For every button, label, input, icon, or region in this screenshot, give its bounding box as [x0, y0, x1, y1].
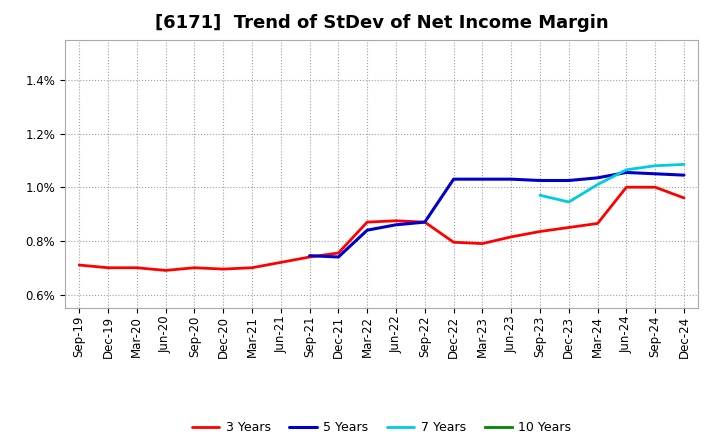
3 Years [161, 268, 170, 273]
5 Years [305, 253, 314, 258]
3 Years [651, 184, 660, 190]
Line: 3 Years: 3 Years [79, 187, 684, 271]
7 Years [564, 199, 573, 205]
3 Years [392, 218, 400, 224]
3 Years [75, 262, 84, 268]
3 Years [593, 221, 602, 226]
3 Years [190, 265, 199, 270]
Title: [6171]  Trend of StDev of Net Income Margin: [6171] Trend of StDev of Net Income Marg… [155, 15, 608, 33]
3 Years [478, 241, 487, 246]
7 Years [651, 163, 660, 169]
5 Years [478, 176, 487, 182]
3 Years [276, 260, 285, 265]
3 Years [363, 220, 372, 225]
5 Years [564, 178, 573, 183]
5 Years [651, 171, 660, 176]
3 Years [305, 254, 314, 260]
5 Years [363, 227, 372, 233]
5 Years [392, 222, 400, 227]
3 Years [248, 265, 256, 270]
7 Years [593, 182, 602, 187]
Legend: 3 Years, 5 Years, 7 Years, 10 Years: 3 Years, 5 Years, 7 Years, 10 Years [187, 416, 576, 439]
3 Years [449, 240, 458, 245]
5 Years [622, 170, 631, 175]
5 Years [420, 220, 429, 225]
5 Years [449, 176, 458, 182]
3 Years [219, 267, 228, 272]
3 Years [334, 250, 343, 256]
3 Years [104, 265, 112, 270]
3 Years [420, 220, 429, 225]
5 Years [536, 178, 544, 183]
7 Years [622, 167, 631, 172]
3 Years [507, 234, 516, 239]
7 Years [680, 162, 688, 167]
5 Years [334, 254, 343, 260]
5 Years [507, 176, 516, 182]
3 Years [564, 225, 573, 230]
7 Years [536, 193, 544, 198]
3 Years [132, 265, 141, 270]
Line: 5 Years: 5 Years [310, 172, 684, 257]
3 Years [536, 229, 544, 234]
Line: 7 Years: 7 Years [540, 165, 684, 202]
3 Years [622, 184, 631, 190]
5 Years [680, 172, 688, 178]
5 Years [593, 175, 602, 180]
3 Years [680, 195, 688, 201]
